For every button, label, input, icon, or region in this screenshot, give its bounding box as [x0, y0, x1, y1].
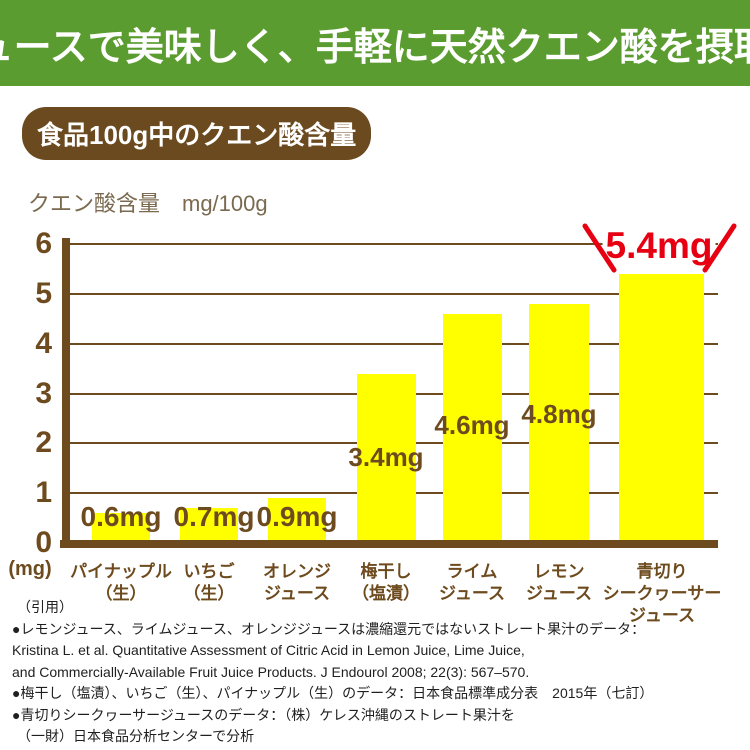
citation-line-7: （一財）日本食品分析センターで分析 [17, 728, 255, 744]
x-axis-label-line: レモン [533, 562, 585, 581]
x-axis-label-1: パイナップル （生） [70, 561, 172, 605]
x-axis-label-line: （生） [95, 584, 147, 603]
chart-axis-title: クエン酸含量 mg/100g [28, 191, 268, 216]
y-axis-tick-6: 6 [35, 227, 52, 261]
citation-notes: （引用） ●レモンジュース、ライムジュース、オレンジジュースは濃縮還元ではないスト… [12, 597, 653, 748]
bar-value-label-4: 3.4mg [348, 442, 424, 472]
bar-3 [268, 498, 326, 540]
gridline-5 [70, 293, 718, 295]
citation-line-4: and Commercially-Available Fruit Juice P… [12, 663, 530, 680]
section-badge: 食品100g中のクエン酸含量 [22, 107, 372, 160]
header-banner: ジュースで美味しく、手軽に天然クエン酸を摂取！ [0, 0, 750, 86]
bar-value-label-3: 0.9mg [256, 501, 338, 532]
header-title: ジュースで美味しく、手軽に天然クエン酸を摂取！ [0, 26, 750, 69]
bar-value-label-7: 5.4mg [602, 227, 716, 264]
citation-line-6: ●青切りシークヮーサージュースのデータ：（株）ケレス沖縄のストレート果汁を [12, 706, 515, 723]
bar-value-label-1: 0.6mg [80, 501, 162, 532]
x-axis-label-line: いちご [183, 562, 235, 581]
x-axis-label-6: レモン ジュース [526, 561, 592, 605]
x-axis-label-line: パイナップル [70, 562, 172, 581]
x-axis-label-5: ライム ジュース [439, 561, 505, 605]
x-axis-line [60, 540, 718, 548]
bar-1 [92, 513, 150, 540]
y-axis-tick-3: 3 [35, 376, 52, 410]
emphasis-backslash [582, 223, 617, 273]
y-axis-line [62, 238, 70, 548]
x-axis-label-4: 梅干し （塩漬） [352, 561, 420, 605]
x-axis-label-line: ジュース [526, 584, 592, 603]
y-axis-tick-0: 0 [35, 526, 52, 559]
bar-2 [180, 508, 238, 540]
y-axis-tick-5: 5 [35, 277, 52, 310]
bar-value-label-5: 4.6mg [434, 410, 510, 440]
y-axis-tick-2: 2 [35, 426, 52, 460]
emphasis-slash [702, 223, 737, 273]
bar-value-label-6: 4.8mg [521, 399, 597, 429]
x-axis-label-line: オレンジ [263, 562, 331, 581]
bar-4 [357, 373, 416, 540]
citation-line-5: ●梅干し（塩漬）、いちご（生）、パイナップル（生）のデータ：日本食品標準成分表 … [12, 685, 654, 701]
x-axis-label-7: 青切りシークヮーサー ジュース [603, 561, 722, 627]
x-axis-label-line: ライム [446, 562, 498, 581]
highlight-emphasis-marks [582, 223, 737, 273]
x-axis-label-line: ジュース [629, 606, 695, 625]
bar-7 [619, 274, 704, 540]
y-axis-tick-1: 1 [35, 476, 52, 510]
gridline-6 [70, 243, 718, 246]
x-axis-label-line: 青切り [636, 562, 688, 581]
x-axis-label-3: オレンジ ジュース [263, 561, 331, 605]
x-axis-label-line: 梅干し [360, 562, 412, 581]
bar-6 [529, 303, 589, 540]
y-axis-tick-4: 4 [35, 326, 52, 360]
bar-5 [443, 313, 502, 540]
x-axis-label-line: シークヮーサー [602, 584, 722, 603]
x-axis-label-line: ジュース [439, 584, 505, 603]
x-axis-label-line: （生） [183, 584, 235, 603]
citation-line-3: Kristina L. et al. Quantitative Assessme… [12, 642, 525, 658]
bar-value-label-2: 0.7mg [173, 501, 255, 532]
y-axis-unit-label: (mg) [8, 558, 52, 580]
x-axis-label-line: （塩漬） [352, 584, 420, 603]
citation-line-1: （引用） [17, 599, 73, 615]
x-axis-label-line: ジュース [264, 584, 330, 603]
gridline-4 [70, 342, 718, 345]
x-axis-label-2: いちご （生） [184, 561, 235, 605]
citation-line-2: ●レモンジュース、ライムジュース、オレンジジュースは濃縮還元ではないストレート果… [12, 620, 646, 637]
